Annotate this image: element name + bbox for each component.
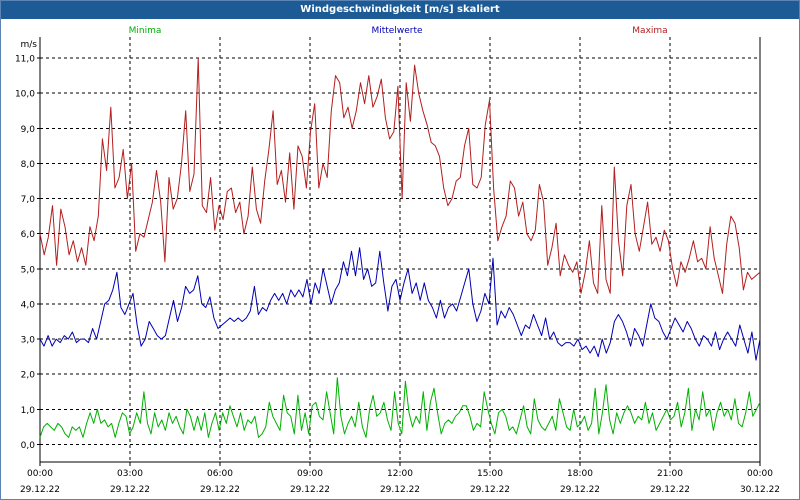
x-tick-date-label: 30.12.22	[740, 485, 780, 495]
y-tick-label: 1,0	[21, 406, 36, 416]
legend: Minima Mittelwerte Maxima	[129, 26, 668, 36]
y-tick-label: 6,0	[21, 230, 36, 240]
x-tick-date-label: 29.12.22	[470, 485, 510, 495]
x-tick-time-label: 12:00	[387, 469, 413, 479]
x-tick-date-label: 29.12.22	[650, 485, 690, 495]
x-tick-time-label: 06:00	[207, 469, 233, 479]
y-tick-label: 10,0	[15, 90, 35, 100]
grid-lines	[40, 37, 760, 462]
y-axis-unit-label: m/s	[21, 40, 38, 50]
x-tick-time-label: 21:00	[657, 469, 683, 479]
x-tick-date-label: 29.12.22	[110, 485, 150, 495]
series-line-maxima	[39, 57, 761, 294]
y-tick-label: 2,0	[21, 371, 36, 381]
legend-entry-mittelwerte: Mittelwerte	[371, 26, 422, 36]
y-tick-label: 5,0	[21, 265, 36, 275]
y-tick-label: 11,0	[15, 55, 35, 65]
x-tick-date-label: 29.12.22	[380, 485, 420, 495]
x-tick-time-label: 15:00	[477, 469, 503, 479]
x-tick-date-label: 29.12.22	[560, 485, 600, 495]
y-tick-label: 9,0	[21, 125, 36, 135]
x-tick-time-label: 00:00	[747, 469, 773, 479]
x-tick-date-label: 29.12.22	[200, 485, 240, 495]
y-tick-label: 3,0	[21, 336, 36, 346]
y-tick-label: 8,0	[21, 160, 36, 170]
y-tick-label: 4,0	[21, 300, 36, 310]
y-tick-label: 7,0	[21, 195, 36, 205]
series-line-minima	[39, 377, 761, 438]
x-tick-time-label: 03:00	[117, 469, 143, 479]
x-tick-time-label: 18:00	[567, 469, 593, 479]
legend-entry-maxima: Maxima	[632, 26, 667, 36]
series-lines	[39, 57, 761, 438]
y-tick-label: 0,0	[21, 441, 36, 451]
legend-entry-minima: Minima	[129, 26, 162, 36]
x-tick-time-label: 00:00	[27, 469, 53, 479]
series-line-mittelwerte	[39, 247, 761, 361]
x-tick-date-label: 29.12.22	[20, 485, 60, 495]
x-tick-time-label: 09:00	[297, 469, 323, 479]
window-title: Windgeschwindigkeit [m/s] skaliert	[1, 1, 799, 19]
x-tick-date-label: 29.12.22	[290, 485, 330, 495]
tick-labels: 0,0 1,0 2,0 3,0 4,0 5,0 6,0 7,0 8,0 9,0 10,0 11,0 00…	[15, 40, 780, 495]
axes	[37, 37, 761, 466]
